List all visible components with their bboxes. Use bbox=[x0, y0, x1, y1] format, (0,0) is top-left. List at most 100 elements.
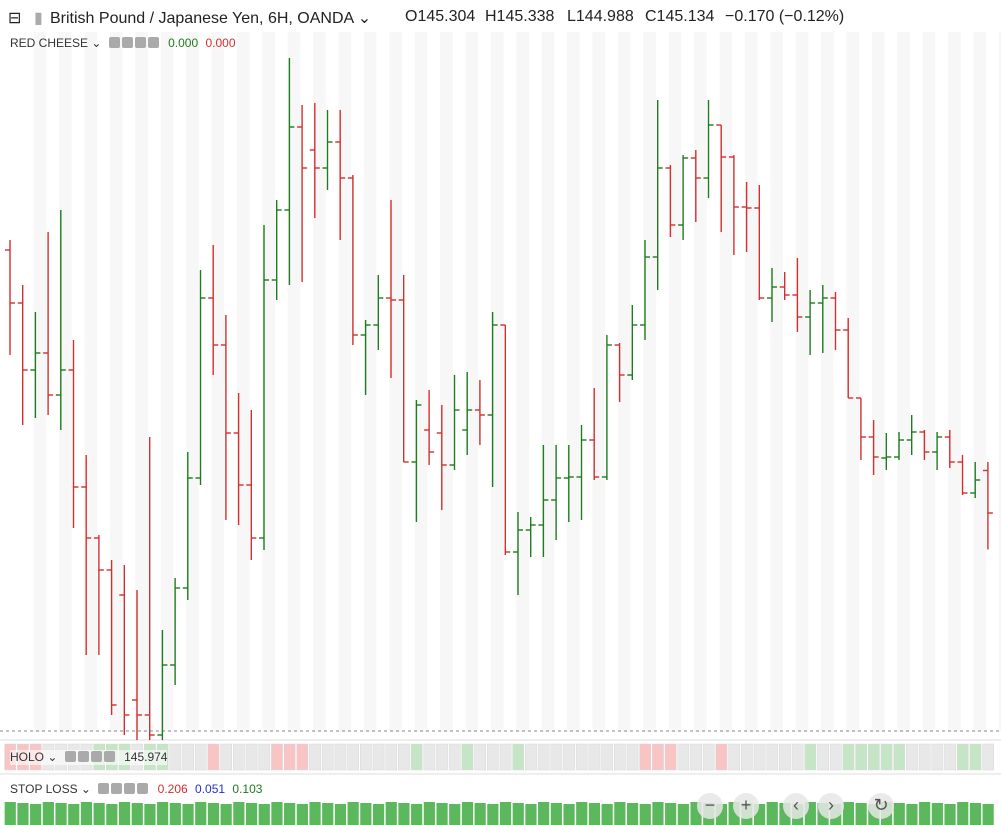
stop-loss-bar bbox=[563, 804, 575, 825]
session-stripe bbox=[440, 32, 453, 732]
stop-loss-legend[interactable]: STOP LOSS ⌄ 0.206 0.051 0.103 bbox=[10, 782, 263, 797]
holo-cell bbox=[334, 743, 347, 771]
holo-cell bbox=[639, 743, 652, 771]
symbol-title[interactable]: British Pound / Japanese Yen, 6H, OANDA … bbox=[50, 10, 372, 27]
holo-cell bbox=[321, 743, 334, 771]
stop-loss-bar bbox=[525, 804, 537, 825]
holo-cell bbox=[753, 743, 766, 771]
holo-cell bbox=[347, 743, 359, 771]
stop-loss-value: 0.206 bbox=[157, 782, 188, 796]
holo-cell bbox=[918, 743, 931, 771]
stop-loss-bar bbox=[157, 802, 169, 825]
stop-loss-bar bbox=[449, 804, 461, 825]
session-stripe bbox=[617, 32, 631, 732]
holo-cell bbox=[448, 743, 461, 771]
stop-loss-bar bbox=[753, 804, 766, 825]
session-stripe bbox=[871, 32, 885, 732]
ohlc-open: O145.304 bbox=[405, 8, 476, 25]
stop-loss-bar bbox=[652, 802, 664, 825]
stop-loss-bar bbox=[588, 803, 601, 825]
stop-loss-bar bbox=[982, 804, 994, 825]
session-stripe bbox=[313, 32, 326, 732]
holo-cell bbox=[702, 743, 715, 771]
session-stripe bbox=[973, 32, 987, 732]
holo-legend[interactable]: HOLO ⌄ 145.974 bbox=[10, 750, 168, 765]
session-stripe bbox=[465, 32, 479, 732]
stop-loss-bar bbox=[284, 803, 296, 825]
session-stripe bbox=[490, 32, 504, 732]
stop-loss-icons[interactable] bbox=[98, 782, 150, 797]
holo-cell bbox=[956, 743, 969, 771]
holo-cell bbox=[944, 743, 956, 771]
stop-loss-bar bbox=[372, 804, 385, 825]
holo-cell bbox=[652, 743, 664, 771]
session-stripe bbox=[770, 32, 783, 732]
stop-loss-bar bbox=[893, 803, 905, 825]
indicator-legend[interactable]: RED CHEESE ⌄ 0.000 0.000 bbox=[10, 36, 236, 51]
stop-loss-bar bbox=[296, 804, 308, 825]
holo-cell bbox=[563, 743, 575, 771]
scroll-left-button[interactable]: ‹ bbox=[783, 793, 809, 819]
session-stripe bbox=[897, 32, 910, 732]
session-stripe bbox=[668, 32, 682, 732]
session-stripe bbox=[694, 32, 707, 732]
stop-loss-bar bbox=[220, 804, 232, 825]
symbol-icon: ▮ bbox=[34, 10, 43, 27]
holo-cell bbox=[258, 743, 271, 771]
stop-loss-bar bbox=[207, 803, 220, 825]
holo-cell bbox=[372, 743, 385, 771]
session-stripe bbox=[922, 32, 936, 732]
holo-cell bbox=[791, 743, 804, 771]
stop-loss-bar bbox=[182, 804, 194, 825]
stop-loss-bar bbox=[906, 804, 918, 825]
session-stripe bbox=[643, 32, 656, 732]
stop-loss-bar bbox=[195, 802, 207, 825]
session-stripe bbox=[719, 32, 733, 732]
holo-cell bbox=[601, 743, 613, 771]
holo-cell bbox=[220, 743, 233, 771]
stop-loss-value: 0.051 bbox=[195, 782, 226, 796]
holo-cell bbox=[664, 743, 677, 771]
holo-cell bbox=[804, 743, 817, 771]
indicator-value: 0.000 bbox=[205, 36, 236, 50]
holo-cell bbox=[779, 743, 791, 771]
stop-loss-bar bbox=[499, 802, 512, 825]
stop-loss-bar bbox=[347, 802, 359, 825]
holo-cell bbox=[829, 743, 842, 771]
stop-loss-bar bbox=[690, 802, 702, 825]
holo-cell bbox=[309, 743, 321, 771]
holo-cell bbox=[931, 743, 944, 771]
holo-cell bbox=[715, 743, 728, 771]
holo-cell bbox=[436, 743, 448, 771]
holo-cell bbox=[969, 743, 982, 771]
session-stripe bbox=[338, 32, 352, 732]
zoom-in-button[interactable]: + bbox=[733, 793, 759, 819]
holo-cell bbox=[893, 743, 906, 771]
stop-loss-bar bbox=[931, 803, 943, 825]
stop-loss-bar bbox=[169, 803, 181, 825]
holo-icons[interactable] bbox=[64, 750, 117, 765]
stop-loss-bar bbox=[550, 803, 562, 825]
stop-loss-bar bbox=[969, 803, 982, 825]
stop-loss-bar bbox=[258, 804, 270, 825]
collapse-icon[interactable]: ⊟ bbox=[8, 10, 22, 27]
stop-loss-bar bbox=[766, 802, 778, 825]
stop-loss-bar bbox=[626, 803, 639, 825]
session-stripe bbox=[160, 32, 174, 732]
stop-loss-bar bbox=[614, 802, 626, 825]
scroll-right-button[interactable]: › bbox=[818, 793, 844, 819]
stop-loss-bar bbox=[398, 803, 410, 825]
holo-cell bbox=[271, 743, 283, 771]
session-stripe bbox=[109, 32, 123, 732]
holo-cell bbox=[906, 743, 918, 771]
stop-loss-bar bbox=[80, 802, 93, 825]
stop-loss-bar bbox=[106, 804, 118, 825]
holo-cell bbox=[487, 743, 499, 771]
indicator-icons[interactable] bbox=[108, 36, 161, 51]
stop-loss-bar bbox=[42, 802, 54, 825]
reset-button[interactable]: ↻ bbox=[868, 793, 894, 819]
stop-loss-bar bbox=[728, 802, 740, 825]
zoom-out-button[interactable]: − bbox=[697, 793, 723, 819]
stop-loss-bar bbox=[360, 803, 372, 825]
stop-loss-bar bbox=[30, 804, 42, 825]
